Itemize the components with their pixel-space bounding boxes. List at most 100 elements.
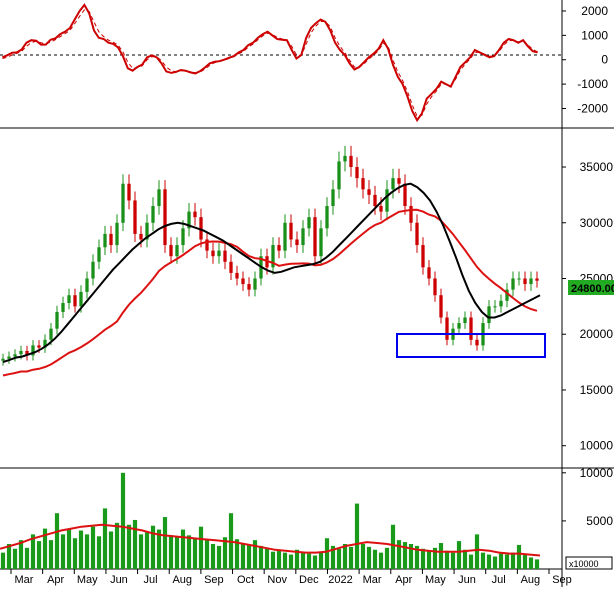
volume-bar: [432, 547, 438, 569]
volume-bar: [6, 543, 12, 569]
candle-body: [175, 245, 179, 257]
volume-bar: [324, 538, 330, 569]
candle-body: [301, 228, 305, 246]
volume-unit-box: [565, 556, 613, 570]
volume-bar: [522, 553, 528, 569]
candle-body: [337, 161, 341, 190]
x-tick-label: Mar: [15, 574, 34, 586]
price-y-tick-label: 10000: [580, 439, 614, 453]
volume-bar: [96, 536, 102, 569]
volume-bar: [36, 541, 42, 569]
x-tick-label: 2022: [328, 574, 352, 586]
candle-body: [199, 217, 203, 240]
volume-bar: [48, 540, 54, 569]
candle-body: [439, 295, 443, 318]
candle-body: [205, 239, 209, 251]
candle-body: [85, 278, 89, 292]
volume-bar: [534, 559, 540, 569]
volume-bar: [240, 543, 246, 569]
candle-body: [241, 278, 245, 285]
volume-bar: [126, 524, 132, 569]
volume-bar: [84, 534, 90, 569]
candle-body: [499, 300, 503, 307]
candle-body: [397, 178, 401, 184]
price-y-tick-label: 30000: [580, 216, 614, 230]
x-tick-label: Jun: [458, 574, 476, 586]
volume-bar: [174, 537, 180, 569]
candle-body: [415, 222, 419, 246]
volume-bar: [354, 503, 360, 569]
candle-body: [307, 217, 311, 229]
candle-body: [31, 345, 35, 356]
candle-body: [511, 278, 515, 290]
volume-bar: [66, 529, 72, 569]
volume-bar: [486, 554, 492, 569]
volume-bar: [186, 535, 192, 569]
candle-body: [529, 278, 533, 285]
x-tick-label: Jul: [492, 574, 506, 586]
candle-body: [235, 272, 239, 279]
candle-body: [103, 233, 107, 248]
volume-bar: [162, 517, 168, 569]
candle-body: [313, 217, 317, 257]
candle-body: [115, 222, 119, 246]
candle-body: [49, 328, 53, 340]
candle-body: [349, 155, 353, 168]
candle-body: [409, 206, 413, 223]
candle-body: [403, 183, 407, 207]
candle-body: [13, 354, 17, 357]
volume-y-tick-label: 10000: [580, 466, 614, 480]
volume-bar: [492, 556, 498, 569]
candle-body: [169, 245, 173, 257]
volume-bar: [504, 554, 510, 569]
candle-body: [151, 206, 155, 223]
volume-bar: [498, 553, 504, 569]
candle-body: [181, 228, 185, 246]
candle-body: [289, 222, 293, 240]
volume-bar: [408, 543, 414, 569]
volume-bar: [456, 541, 462, 569]
candle-body: [445, 317, 449, 340]
volume-bar: [216, 545, 222, 569]
candle-body: [253, 278, 257, 290]
volume-bar: [390, 524, 396, 569]
candle-body: [79, 291, 83, 307]
volume-bar: [450, 552, 456, 569]
candle-body: [475, 339, 479, 346]
volume-bar: [438, 543, 444, 569]
volume-bar: [366, 546, 372, 569]
candle-body: [379, 206, 383, 212]
volume-bar: [234, 539, 240, 569]
x-tick-label: May: [77, 574, 98, 586]
candle-body: [505, 289, 509, 301]
x-tick-label: Jun: [110, 574, 128, 586]
price-y-tick-label: 35000: [580, 160, 614, 174]
candle-body: [67, 295, 71, 304]
volume-bar: [474, 534, 480, 569]
volume-bar: [300, 551, 306, 569]
volume-bar: [132, 519, 138, 569]
volume-bar: [348, 546, 354, 569]
candle-body: [25, 350, 29, 356]
candle-body: [247, 284, 251, 290]
candle-body: [55, 311, 59, 329]
candle-body: [145, 222, 149, 240]
last-price-label: 24800.00: [571, 283, 614, 295]
x-tick-label: Dec: [299, 574, 319, 586]
candle-body: [373, 194, 377, 207]
volume-bar: [318, 552, 324, 569]
volume-bar: [396, 540, 402, 569]
candle-body: [127, 183, 131, 201]
price-y-tick-label: 20000: [580, 327, 614, 341]
volume-bar: [30, 534, 36, 569]
volume-bar: [150, 525, 156, 569]
volume-bar: [276, 549, 282, 569]
candle-body: [487, 306, 491, 324]
volume-y-tick-label: 5000: [586, 514, 613, 528]
candle-body: [385, 189, 389, 212]
volume-ma: [0, 523, 541, 557]
osc-y-tick-label: -1000: [577, 77, 608, 91]
volume-bar: [426, 550, 432, 569]
candle-body: [283, 222, 287, 251]
